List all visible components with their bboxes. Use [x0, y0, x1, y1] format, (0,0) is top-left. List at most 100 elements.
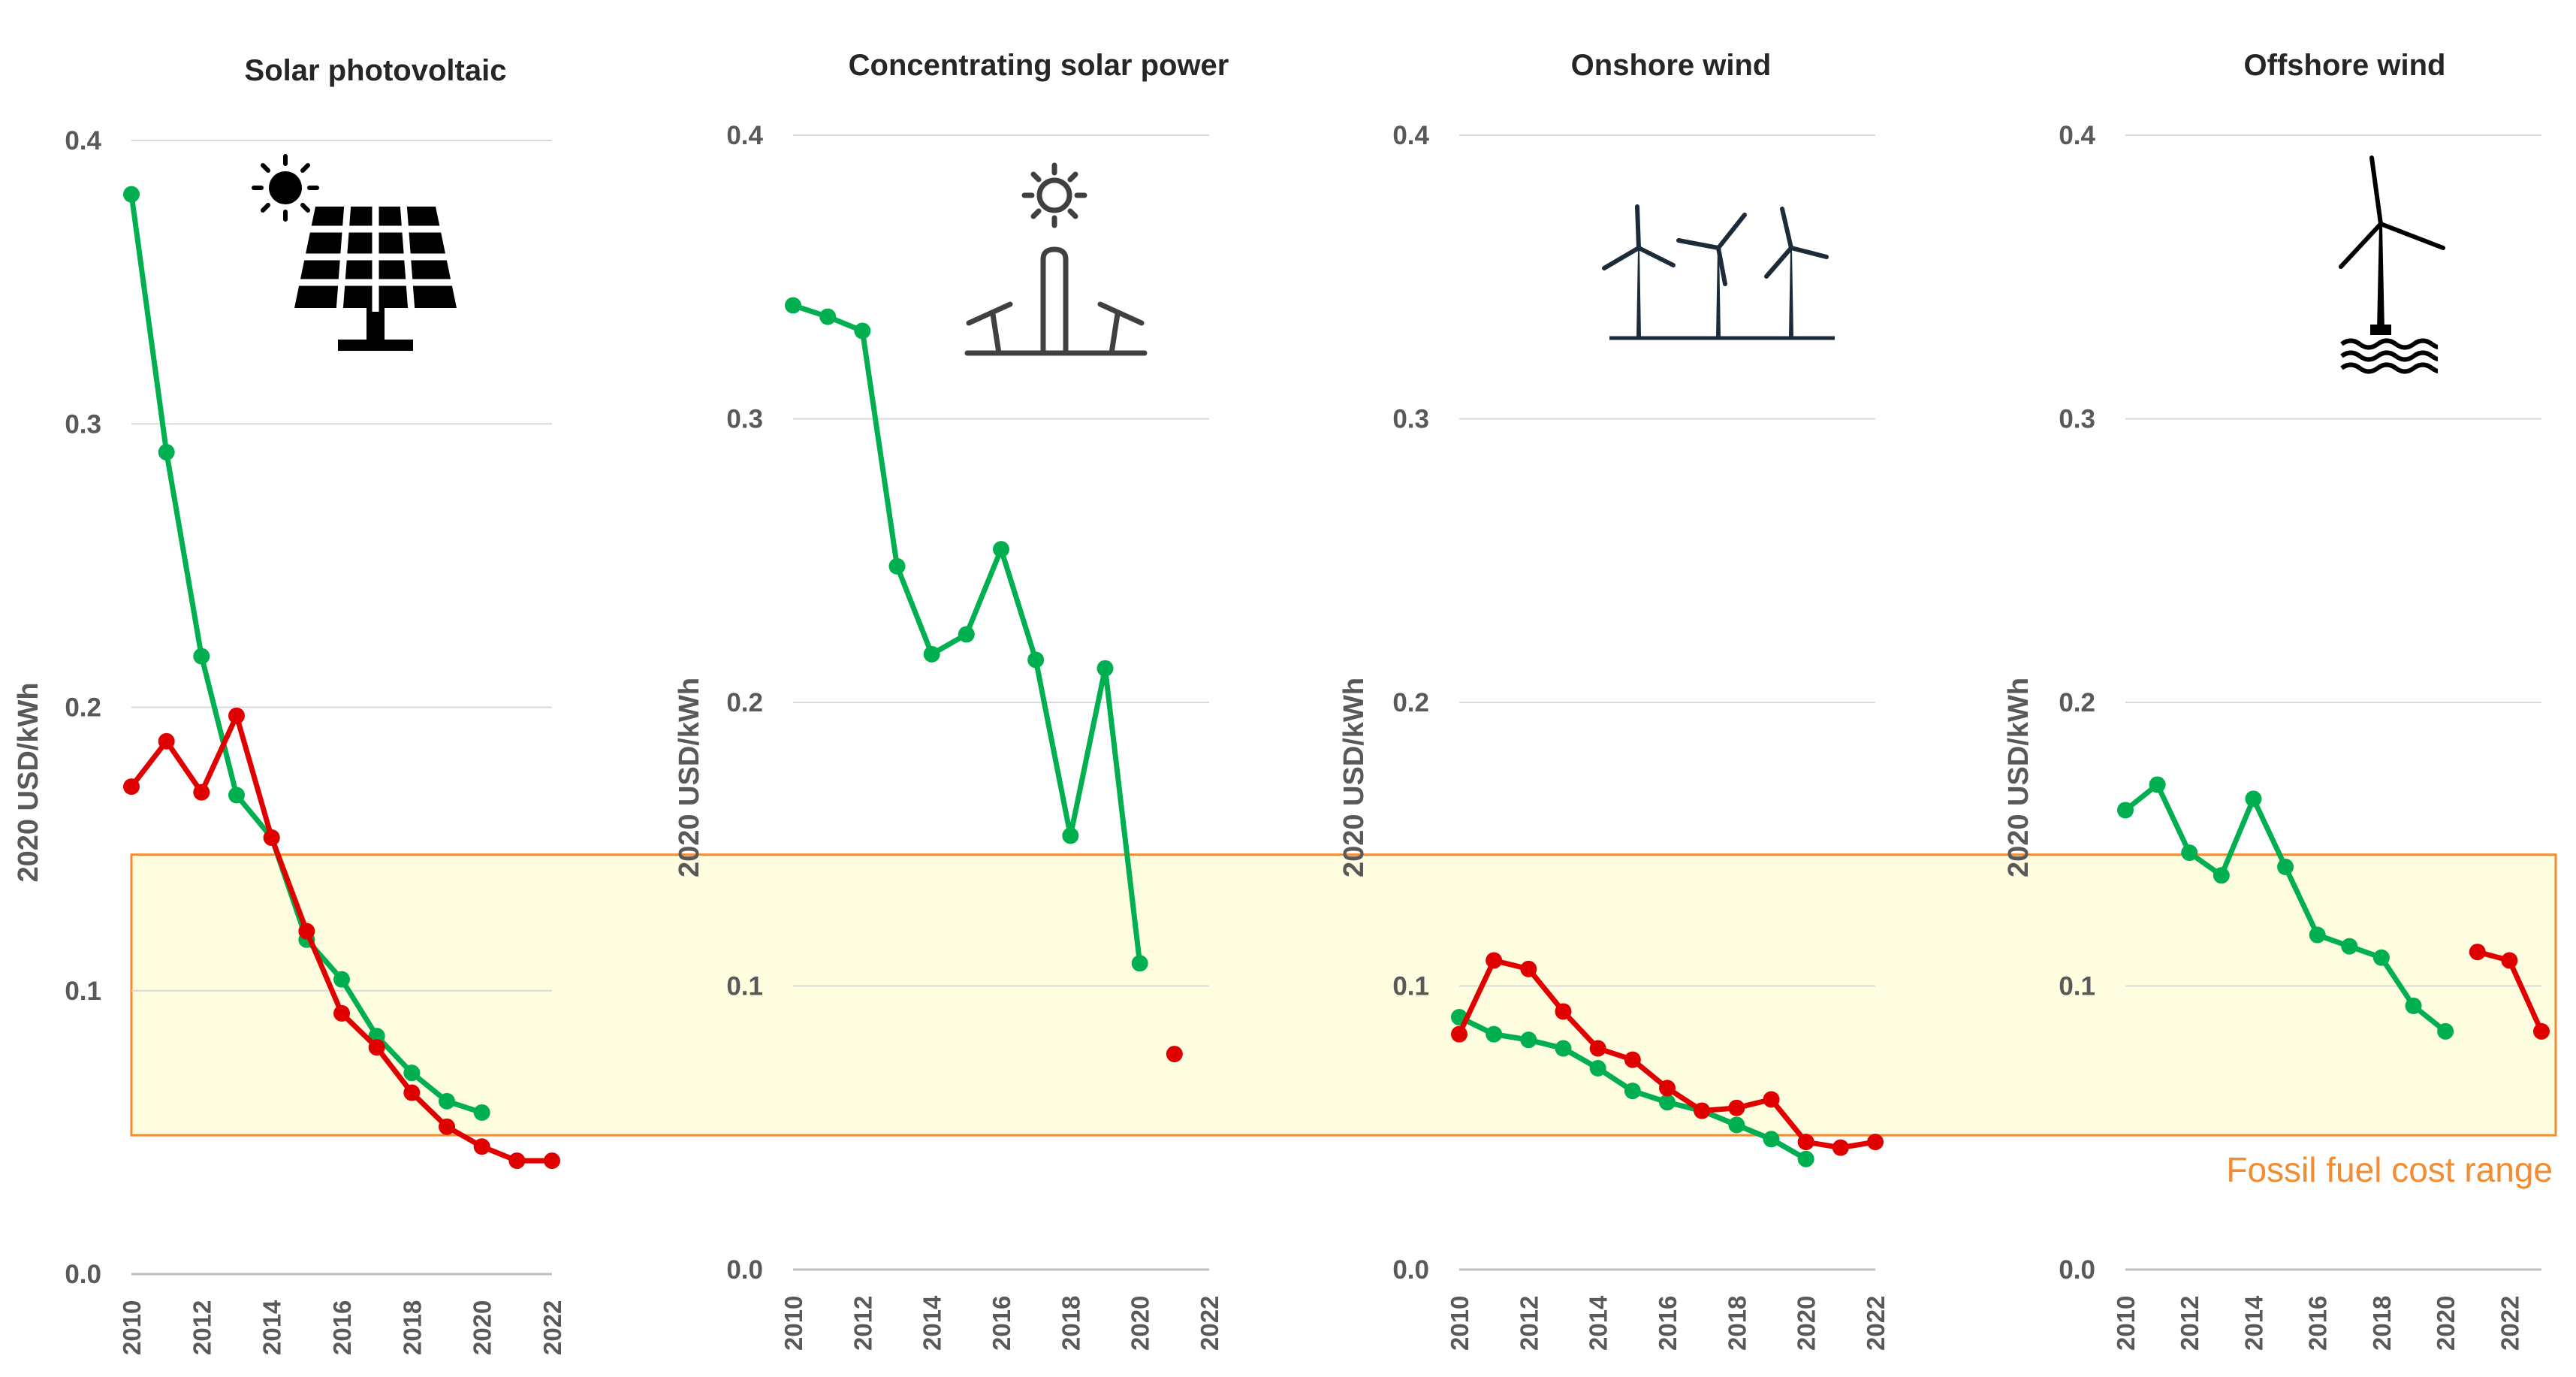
y-tick-label: 0.2	[1392, 688, 1429, 717]
panel-title: Offshore wind	[2244, 49, 2446, 82]
data-point-green	[2437, 1022, 2454, 1040]
x-tick-label: 2010	[1446, 1296, 1474, 1351]
onshore-wind-icon	[1602, 204, 1835, 340]
data-point-green	[439, 1092, 455, 1110]
offshore-wind-icon	[2339, 156, 2445, 374]
data-point-green	[2372, 949, 2390, 966]
data-point-red	[158, 732, 175, 750]
data-point-green	[1728, 1116, 1745, 1134]
data-point-green	[1589, 1059, 1606, 1077]
x-tick-label: 2022	[1196, 1296, 1223, 1351]
data-point-green	[1027, 651, 1045, 669]
x-tick-label: 2016	[328, 1300, 356, 1355]
data-point-red	[2533, 1022, 2550, 1040]
x-tick-label: 2014	[258, 1300, 286, 1355]
data-point-red	[263, 829, 280, 847]
data-point-red	[1166, 1046, 1183, 1063]
x-tick-label: 2020	[1793, 1296, 1820, 1351]
data-point-green	[2117, 802, 2134, 819]
y-tick-label: 0.2	[65, 693, 101, 723]
y-axis-label: 2020 USD/kWh	[2003, 678, 2035, 877]
data-point-red	[439, 1118, 455, 1135]
y-tick-label: 0.3	[726, 405, 763, 434]
data-point-red	[1797, 1134, 1814, 1151]
data-point-green	[1520, 1031, 1537, 1049]
data-point-red	[1659, 1080, 1676, 1097]
data-point-green	[2341, 938, 2358, 955]
data-point-green	[1096, 660, 1114, 677]
y-tick-label: 0.3	[1392, 405, 1429, 434]
y-tick-label: 0.2	[726, 688, 763, 717]
data-point-green	[158, 443, 175, 461]
panel-title: Concentrating solar power	[849, 49, 1229, 82]
data-point-red	[193, 784, 210, 801]
y-tick-label: 0.1	[65, 977, 101, 1006]
data-point-green	[403, 1064, 421, 1082]
y-tick-label: 0.2	[2059, 688, 2095, 717]
y-tick-label: 0.4	[1392, 121, 1429, 150]
data-point-green	[2149, 776, 2166, 793]
data-point-green	[993, 541, 1009, 558]
y-tick-label: 0.4	[65, 126, 101, 156]
data-point-red	[1520, 960, 1537, 977]
data-point-green	[333, 971, 350, 988]
y-tick-label: 0.3	[65, 409, 101, 439]
data-point-red	[1728, 1099, 1745, 1116]
data-point-green	[2245, 790, 2262, 808]
data-point-red	[1832, 1139, 1849, 1156]
data-point-red	[1624, 1051, 1641, 1068]
panel-title: Onshore wind	[1571, 49, 1772, 82]
data-point-green	[2181, 844, 2198, 862]
y-axis-label: 2020 USD/kWh	[1338, 678, 1370, 877]
x-tick-label: 2010	[2112, 1296, 2140, 1351]
x-tick-label: 2014	[2240, 1295, 2267, 1351]
y-tick-label: 0.0	[1392, 1255, 1429, 1285]
data-point-green	[923, 645, 940, 663]
data-point-green	[2277, 858, 2294, 875]
data-point-green	[785, 297, 801, 314]
x-tick-label: 2018	[2368, 1296, 2396, 1351]
x-tick-label: 2012	[188, 1300, 216, 1355]
data-point-red	[298, 923, 315, 940]
sun-icon	[252, 154, 319, 222]
y-tick-label: 0.1	[1392, 972, 1429, 1001]
x-tick-label: 2018	[1723, 1296, 1751, 1351]
data-point-red	[1451, 1025, 1467, 1043]
data-point-green	[1624, 1083, 1641, 1100]
x-tick-label: 2016	[1654, 1296, 1682, 1351]
data-point-green	[2309, 926, 2326, 944]
x-tick-label: 2010	[780, 1296, 807, 1351]
data-point-red	[1555, 1003, 1572, 1020]
fossil-fuel-band	[130, 853, 2557, 1137]
x-tick-label: 2020	[469, 1300, 496, 1355]
x-tick-label: 2012	[2176, 1296, 2203, 1351]
data-point-green	[1763, 1131, 1780, 1148]
data-point-green	[228, 787, 245, 804]
data-point-red	[333, 1004, 350, 1022]
y-tick-label: 0.0	[2059, 1255, 2095, 1285]
fossil-fuel-band-label: Fossil fuel cost range	[2226, 1150, 2553, 1189]
y-tick-label: 0.0	[726, 1255, 763, 1285]
y-axis-label: 2020 USD/kWh	[13, 682, 44, 882]
data-point-red	[2469, 944, 2486, 961]
data-point-red	[123, 778, 140, 796]
x-tick-label: 2012	[1515, 1296, 1543, 1351]
data-point-red	[1763, 1091, 1780, 1108]
y-tick-label: 0.0	[65, 1260, 101, 1289]
y-tick-label: 0.3	[2059, 405, 2095, 434]
data-point-green	[2213, 867, 2230, 884]
x-tick-label: 2022	[1862, 1296, 1890, 1351]
x-tick-label: 2012	[849, 1296, 876, 1351]
x-tick-label: 2014	[918, 1295, 946, 1351]
x-tick-label: 2022	[538, 1300, 566, 1355]
data-point-red	[1694, 1102, 1711, 1119]
data-point-green	[1659, 1094, 1676, 1111]
data-point-red	[1867, 1134, 1884, 1151]
data-point-green	[958, 626, 975, 643]
data-point-green	[473, 1104, 490, 1121]
x-tick-label: 2020	[1127, 1296, 1154, 1351]
data-point-red	[473, 1138, 490, 1155]
data-point-red	[368, 1039, 385, 1056]
x-tick-label: 2016	[988, 1296, 1015, 1351]
